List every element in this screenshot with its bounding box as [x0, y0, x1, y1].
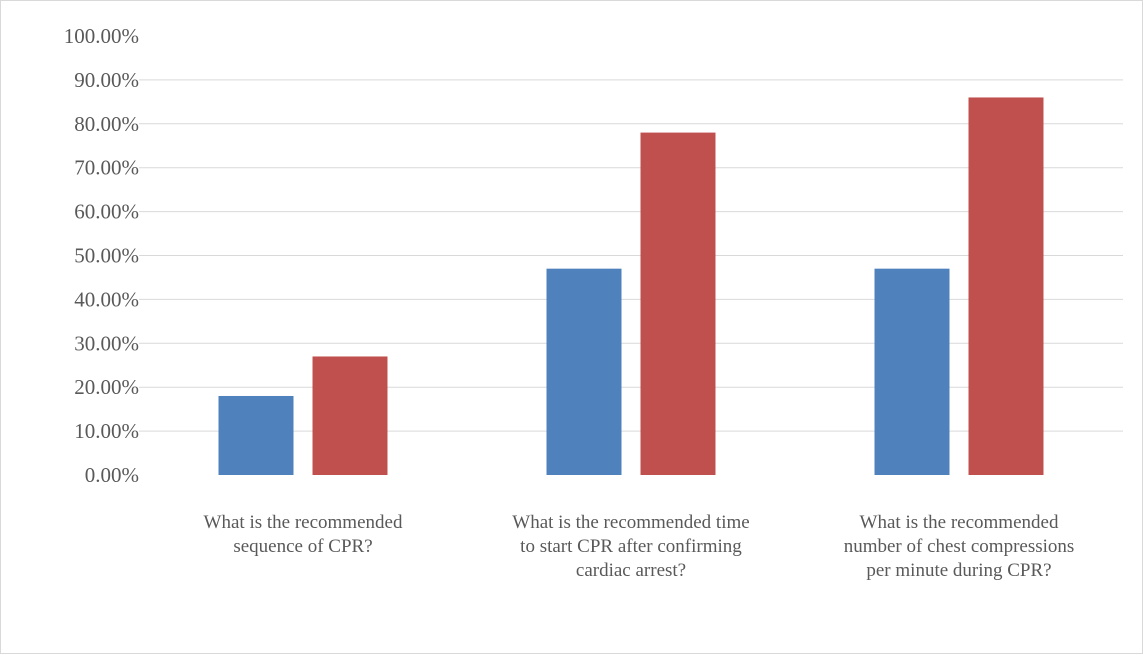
x-category-label-line: sequence of CPR? [233, 536, 372, 557]
x-category-label-line: to start CPR after confirming [520, 536, 742, 557]
x-category-label-line: cardiac arrest? [576, 560, 686, 581]
y-tick-label: 50.00% [74, 244, 139, 268]
x-category-label: What is the recommended time to start CPR… [512, 512, 749, 581]
x-category-label: What is the recommended sequence of CPR? [204, 512, 403, 557]
bar-post [640, 132, 716, 475]
y-tick-label: 60.00% [74, 200, 139, 224]
y-tick-label: 10.00% [74, 419, 139, 443]
x-category-label: What is the recommended number of chest c… [844, 512, 1075, 581]
y-tick-label: 20.00% [74, 375, 139, 399]
bar-post [312, 356, 388, 475]
x-category-label-line: per minute during CPR? [866, 560, 1051, 581]
bar-pre [218, 395, 294, 475]
y-tick-label: 0.00% [85, 463, 139, 487]
y-tick-label: 40.00% [74, 287, 139, 311]
y-tick-label: 70.00% [74, 156, 139, 180]
y-tick-label: 30.00% [74, 331, 139, 355]
bar-pre [546, 268, 622, 475]
x-category-label-line: What is the recommended [204, 512, 403, 533]
y-tick-label: 90.00% [74, 68, 139, 92]
y-tick-label: 100.00% [64, 24, 139, 48]
y-tick-label: 80.00% [74, 112, 139, 136]
bar-post [968, 97, 1044, 476]
x-category-label-line: What is the recommended time [512, 512, 749, 533]
x-category-label-line: What is the recommended [860, 512, 1059, 533]
x-category-label-line: number of chest compressions [844, 536, 1075, 557]
bar-pre [874, 268, 950, 475]
